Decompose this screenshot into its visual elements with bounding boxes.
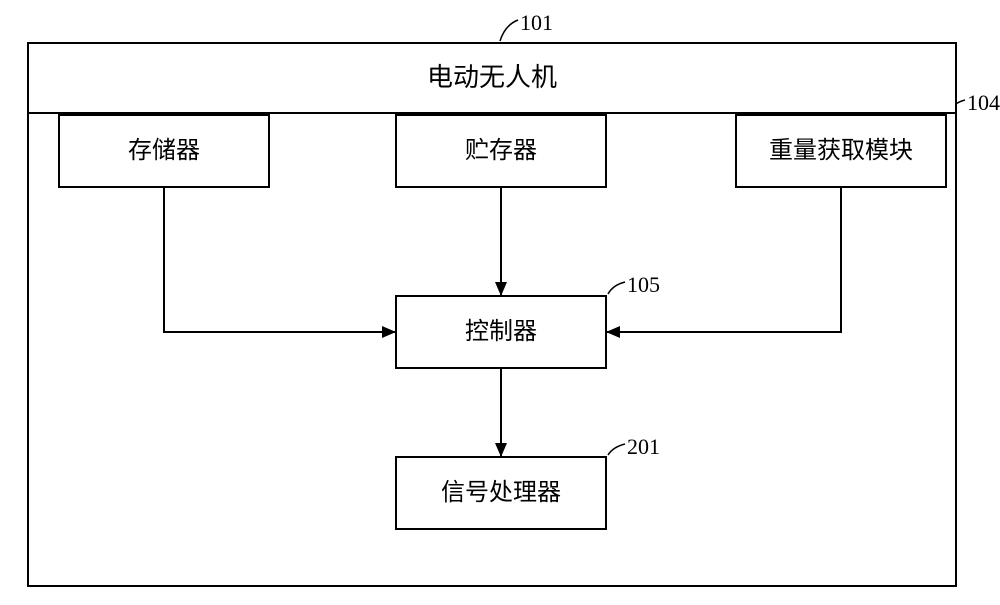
node-storage: 贮存器	[395, 114, 607, 188]
node-memory-label: 存储器	[128, 137, 200, 166]
ref-label-201: 201	[627, 434, 660, 460]
node-storage-label: 贮存器	[465, 137, 537, 166]
node-memory: 存储器	[58, 114, 270, 188]
node-signal-processor-label: 信号处理器	[441, 479, 561, 508]
node-drone-label: 电动无人机	[427, 62, 557, 93]
diagram-canvas: 电动无人机 存储器 贮存器 重量获取模块 控制器 信号处理器 101 102 1…	[0, 0, 1000, 605]
ref-label-101: 101	[520, 10, 553, 36]
node-signal-processor: 信号处理器	[395, 456, 607, 530]
ref-label-105: 105	[627, 272, 660, 298]
node-controller-label: 控制器	[465, 318, 537, 347]
ref-label-104: 104	[967, 90, 1000, 116]
leader-101	[500, 20, 518, 41]
node-drone: 电动无人机	[27, 42, 957, 114]
node-weight-module: 重量获取模块	[735, 114, 947, 188]
node-controller: 控制器	[395, 295, 607, 369]
node-weight-module-label: 重量获取模块	[769, 137, 913, 166]
